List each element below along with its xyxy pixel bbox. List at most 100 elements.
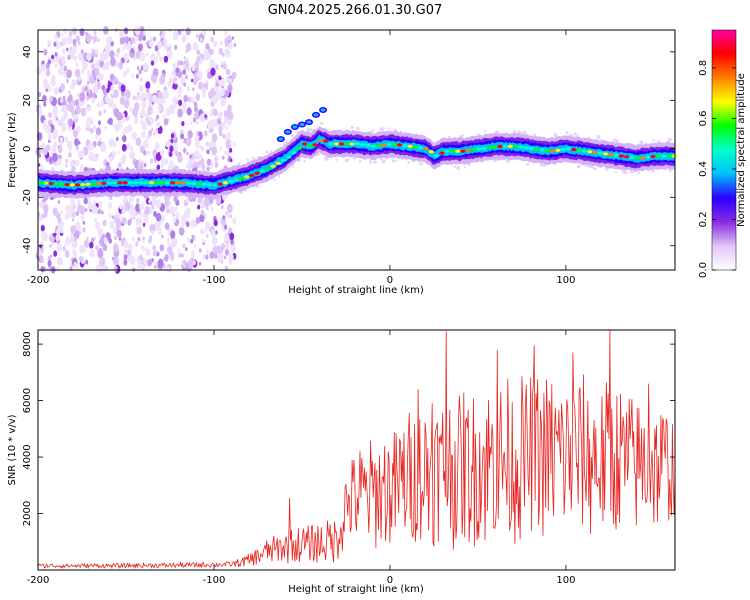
spectrogram-noise-dot bbox=[103, 109, 106, 114]
spectrogram-noise-dot bbox=[150, 158, 154, 164]
spectrogram-noise-dot bbox=[221, 205, 224, 209]
spectrogram-noise-dot bbox=[132, 95, 136, 100]
spectrogram-noise-dot bbox=[53, 87, 59, 95]
spectrogram-noise-dot bbox=[135, 35, 139, 41]
spectrogram-noise-dot bbox=[91, 97, 96, 104]
spectrogram-noise-dot bbox=[48, 99, 51, 103]
spectrogram-noise-dot bbox=[142, 222, 146, 227]
spectrogram-branch-core bbox=[292, 125, 298, 129]
spectrogram-noise-dot bbox=[146, 87, 150, 94]
spectrogram-signal-core bbox=[571, 147, 577, 152]
spectrogram-noise-dot bbox=[169, 76, 173, 82]
spectrogram-signal-core bbox=[333, 142, 339, 146]
spectrogram-noise-dot bbox=[175, 150, 179, 157]
snr-x-tick-label: 0 bbox=[387, 575, 393, 586]
spectrogram-noise-dot bbox=[42, 232, 48, 242]
spectrogram-noise-dot bbox=[214, 253, 218, 259]
spectrogram-noise-dot bbox=[85, 33, 92, 43]
spectrogram-noise-dot bbox=[170, 256, 175, 262]
spectrogram-noise-dot bbox=[163, 157, 169, 166]
spectrogram-signal-core bbox=[502, 144, 508, 148]
spectrogram-noise-dot bbox=[218, 125, 223, 133]
spectrogram-halo-dot bbox=[573, 132, 578, 136]
spectrogram-noise-dot bbox=[226, 110, 233, 120]
spectrogram-noise-dot bbox=[129, 106, 133, 112]
spectrogram-signal-core bbox=[660, 154, 667, 158]
spectrogram-signal-core bbox=[317, 138, 324, 143]
snr-x-ticks: -200 -100 0 100 bbox=[27, 330, 575, 586]
spectrogram-halo-dot bbox=[273, 178, 276, 182]
spectrogram-noise-dot bbox=[113, 235, 117, 241]
spectrogram-noise-dot bbox=[145, 81, 151, 90]
spectrogram-noise-dot bbox=[40, 266, 45, 273]
spectrogram-noise-dot bbox=[103, 64, 107, 69]
spectrogram-noise-dot bbox=[172, 96, 178, 105]
spectrogram-noise-dot bbox=[142, 150, 147, 156]
spectrogram-noise-dot bbox=[104, 95, 110, 103]
spectrogram-noise-dot bbox=[57, 222, 63, 230]
spectrogram-noise-dot bbox=[124, 201, 131, 211]
spectrogram-noise-dot bbox=[109, 50, 115, 59]
spectrogram-noise-dot bbox=[135, 137, 142, 147]
spectrogram-noise-dot bbox=[224, 265, 229, 272]
spectrogram-halo-dot bbox=[668, 138, 672, 142]
spectrogram-signal-core bbox=[69, 183, 75, 187]
spectrogram-noise-dot bbox=[203, 197, 210, 207]
spectrogram-noise-dot bbox=[233, 43, 237, 48]
spectrogram-noise-dot bbox=[107, 80, 110, 84]
spectrogram-noise-dot bbox=[219, 252, 224, 260]
spectrogram-noise-dot bbox=[136, 160, 139, 164]
spectrogram-noise-dot bbox=[178, 226, 185, 236]
spectrogram-signal-core bbox=[550, 149, 556, 153]
spectrogram-noise-dot bbox=[173, 195, 178, 203]
spectrogram-noise-dot bbox=[130, 256, 136, 265]
spectrogram-noise-dot bbox=[188, 96, 192, 103]
spectrogram-noise-dot bbox=[224, 89, 230, 97]
spectrogram-noise-dot bbox=[172, 213, 175, 217]
spectrogram-signal-core bbox=[449, 149, 456, 153]
spectrogram-noise-dot bbox=[154, 98, 158, 104]
spectrogram-noise-dot bbox=[66, 69, 72, 79]
spectrogram-noise-dot bbox=[99, 136, 103, 142]
spectrogram-signal-core bbox=[53, 182, 60, 186]
spectrogram-halo-dot bbox=[317, 153, 320, 156]
spectrogram-noise-dot bbox=[127, 243, 133, 252]
spectrogram-noise-dot bbox=[94, 218, 97, 223]
spectrogram-noise-dot bbox=[66, 79, 69, 83]
spectrogram-noise-dot bbox=[79, 165, 84, 172]
spectrogram-noise-dot bbox=[82, 220, 86, 225]
spectrogram-noise-dot bbox=[73, 113, 77, 120]
spectrogram-noise-dot bbox=[152, 67, 159, 78]
spectrogram-noise-dot bbox=[225, 49, 231, 58]
spectrogram-noise-dot bbox=[206, 166, 210, 172]
spectrogram-noise-dot bbox=[144, 163, 147, 167]
spectrogram-noise-dot bbox=[158, 230, 162, 236]
spectrogram-noise-dot bbox=[185, 247, 188, 252]
spectrogram-noise-dot bbox=[55, 40, 61, 50]
spectrogram-signal-core bbox=[170, 181, 176, 185]
spectrogram-noise-dot bbox=[82, 61, 88, 71]
spectrogram-noise-dot bbox=[130, 145, 134, 152]
spectrogram-noise-dot bbox=[67, 102, 74, 112]
spectrogram-noise-dot bbox=[117, 120, 123, 130]
spectrogram-noise-dot bbox=[177, 29, 182, 36]
spectrogram-noise-dot bbox=[78, 245, 84, 254]
spectrogram-noise-dot bbox=[79, 92, 86, 102]
spectrogram-noise-dot bbox=[228, 41, 233, 50]
spectrogram-noise-dot bbox=[225, 150, 230, 157]
spectrogram-noise-dot bbox=[39, 256, 44, 263]
spectrogram-noise-dot bbox=[200, 146, 205, 152]
spectrogram-signal-core bbox=[412, 145, 419, 149]
spectrogram-noise-dot bbox=[190, 250, 196, 258]
spectrogram-noise-dot bbox=[157, 105, 162, 112]
spectrogram-noise-dot bbox=[94, 67, 100, 76]
spectrogram-noise-dot bbox=[153, 55, 158, 63]
spectrogram-noise-dot bbox=[183, 64, 186, 69]
spectrogram-noise-dot bbox=[183, 94, 189, 103]
spectrogram-noise-dot bbox=[122, 113, 126, 118]
spectrogram-noise-dot bbox=[229, 214, 233, 219]
spectrogram-signal-core bbox=[323, 139, 329, 143]
spectrogram-noise-dot bbox=[91, 63, 95, 69]
spectrogram-noise-dot bbox=[97, 201, 103, 208]
spectrogram-noise-dot bbox=[80, 107, 87, 117]
